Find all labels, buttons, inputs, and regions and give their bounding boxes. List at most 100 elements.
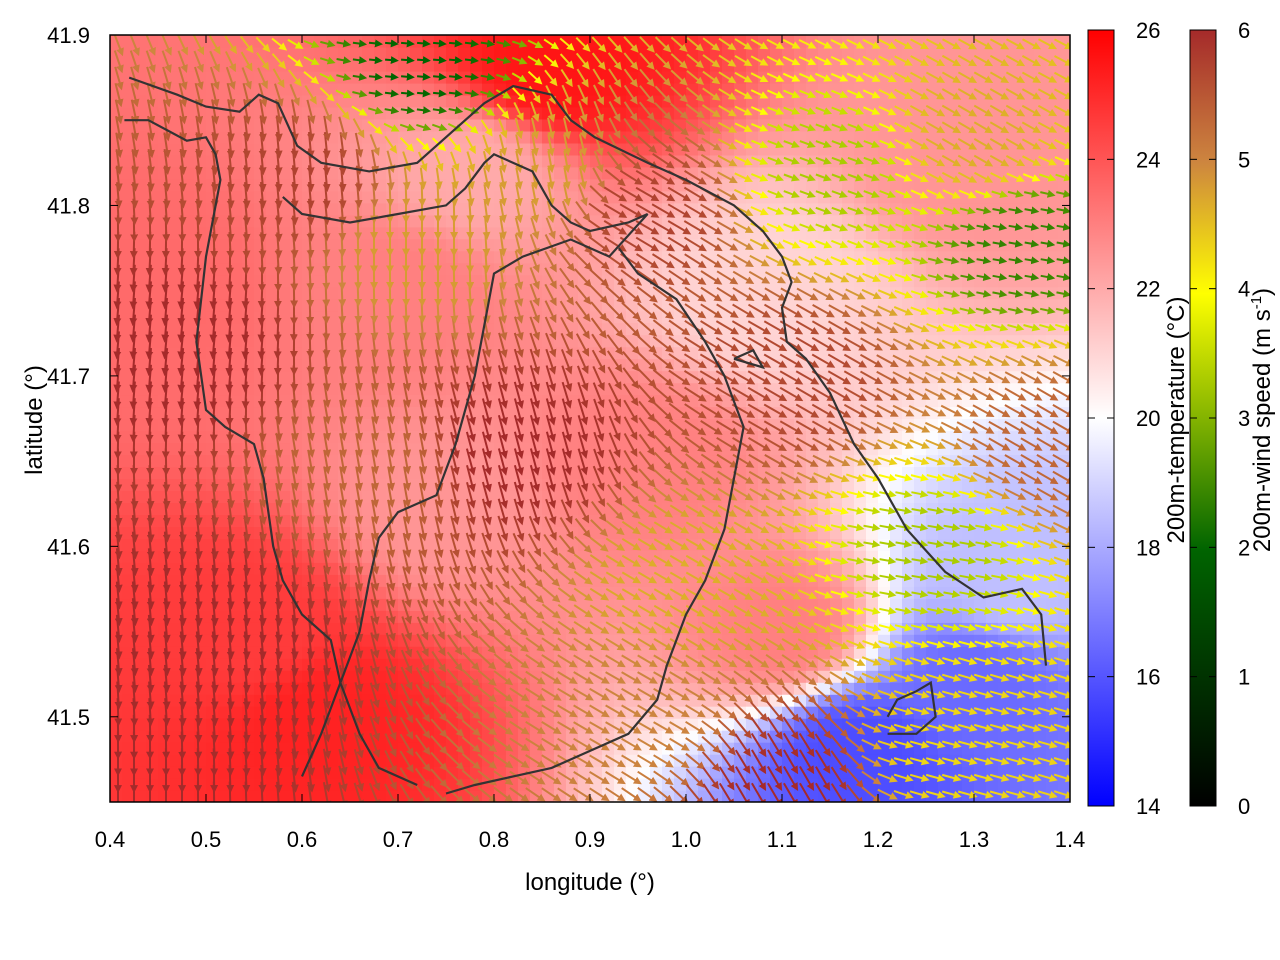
heatmap-cell [110, 406, 123, 420]
heatmap-cell [794, 526, 807, 539]
heatmap-cell [230, 790, 243, 802]
heatmap-cell [194, 706, 207, 719]
heatmap-cell [146, 466, 159, 479]
heatmap-cell [254, 718, 267, 731]
heatmap-cell [242, 214, 255, 228]
heatmap-cell [290, 154, 303, 168]
heatmap-cell [254, 310, 267, 324]
heatmap-cell [386, 298, 399, 312]
heatmap-cell [170, 406, 183, 420]
heatmap-cell [842, 454, 855, 468]
heatmap-cell [422, 502, 435, 515]
heatmap-cell [326, 586, 339, 599]
heatmap-cell [230, 226, 243, 240]
heatmap-cell [194, 550, 207, 563]
heatmap-cell [158, 706, 171, 719]
heatmap-cell [182, 562, 195, 575]
heatmap-cell [218, 238, 231, 252]
heatmap-cell [350, 286, 363, 300]
heatmap-cell [194, 118, 207, 132]
heatmap-cell [194, 646, 207, 659]
heatmap-cell [458, 646, 471, 659]
heatmap-cell [110, 718, 123, 731]
heatmap-cell [1022, 430, 1035, 444]
heatmap-cell [290, 250, 303, 264]
heatmap-cell [290, 214, 303, 228]
heatmap-cell [422, 47, 435, 60]
heatmap-cell [842, 718, 855, 731]
heatmap-cell [434, 298, 447, 312]
heatmap-cell [578, 59, 591, 72]
heatmap-cell [962, 610, 975, 623]
heatmap-cell [638, 742, 651, 755]
heatmap-cell [710, 298, 723, 312]
heatmap-cell [830, 478, 843, 491]
heatmap-cell [470, 118, 483, 132]
heatmap-cell [206, 754, 219, 767]
heatmap-cell [326, 166, 339, 180]
heatmap-cell [206, 766, 219, 779]
heatmap-cell [398, 47, 411, 60]
heatmap-cell [674, 466, 687, 479]
heatmap-cell [422, 682, 435, 695]
heatmap-cell [566, 790, 579, 802]
heatmap-cell [398, 286, 411, 300]
heatmap-cell [698, 430, 711, 444]
heatmap-cell [974, 262, 987, 276]
heatmap-cell [1010, 730, 1023, 743]
heatmap-cell [146, 322, 159, 336]
heatmap-cell [926, 646, 939, 659]
heatmap-cell [866, 430, 879, 444]
heatmap-cell [386, 35, 399, 48]
heatmap-cell [590, 262, 603, 276]
heatmap-cell [434, 226, 447, 240]
heatmap-cell [290, 382, 303, 396]
heatmap-cell [206, 718, 219, 731]
heatmap-cell [242, 406, 255, 420]
heatmap-cell [194, 778, 207, 791]
heatmap-cell [914, 47, 927, 60]
heatmap-cell [254, 334, 267, 348]
heatmap-cell [242, 35, 255, 48]
heatmap-cell [386, 94, 399, 108]
heatmap-cell [110, 502, 123, 515]
heatmap-cell [518, 790, 531, 802]
heatmap-cell [890, 646, 903, 659]
heatmap-cell [110, 262, 123, 276]
heatmap-cell [290, 262, 303, 276]
heatmap-cell [914, 562, 927, 575]
heatmap-cell [590, 59, 603, 72]
heatmap-cell [950, 238, 963, 252]
heatmap-cell [902, 670, 915, 683]
heatmap-cell [338, 202, 351, 216]
heatmap-cell [614, 694, 627, 707]
heatmap-cell [410, 694, 423, 707]
heatmap-cell [242, 706, 255, 719]
heatmap-cell [398, 298, 411, 312]
heatmap-cell [902, 178, 915, 192]
heatmap-cell [182, 418, 195, 432]
heatmap-cell [290, 646, 303, 659]
heatmap-cell [686, 730, 699, 743]
heatmap-cell [278, 766, 291, 779]
heatmap-cell [806, 94, 819, 108]
heatmap-cell [194, 35, 207, 48]
heatmap-cell [854, 478, 867, 491]
heatmap-cell [482, 646, 495, 659]
heatmap-cell [242, 370, 255, 384]
heatmap-cell [302, 310, 315, 324]
heatmap-cell [206, 634, 219, 647]
heatmap-cell [290, 346, 303, 360]
heatmap-cell [170, 250, 183, 264]
heatmap-cell [950, 262, 963, 276]
heatmap-cell [338, 538, 351, 551]
heatmap-cell [926, 562, 939, 575]
heatmap-cell [194, 454, 207, 468]
heatmap-cell [254, 262, 267, 276]
heatmap-cell [614, 82, 627, 96]
heatmap-cell [110, 694, 123, 707]
heatmap-cell [326, 334, 339, 348]
heatmap-cell [194, 478, 207, 491]
heatmap-cell [266, 370, 279, 384]
heatmap-cell [158, 370, 171, 384]
